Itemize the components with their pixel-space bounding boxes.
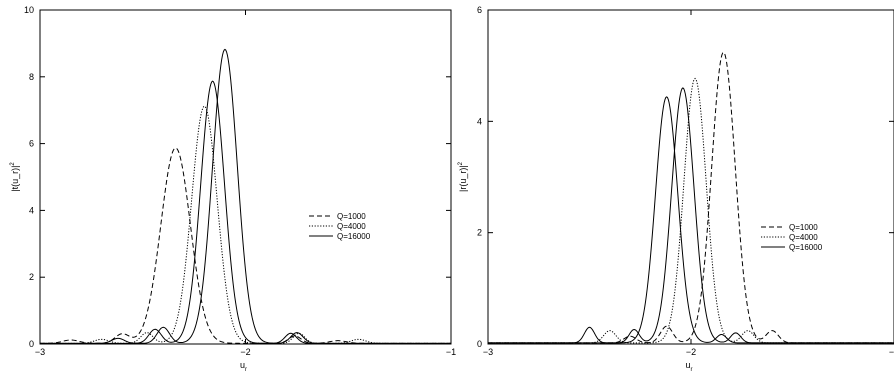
x-axis-label-subscript: r xyxy=(245,367,247,373)
y-tick-label: 10 xyxy=(24,5,34,15)
plot-frame xyxy=(487,9,894,345)
y-axis-label-exponent: 2 xyxy=(458,161,464,165)
x-axis-label: ur xyxy=(240,360,247,373)
series-line-extra-3 xyxy=(40,48,451,344)
y-tick-label: 8 xyxy=(29,72,34,82)
x-axis-label-subscript: r xyxy=(691,367,693,373)
x-tick-label: −2 xyxy=(240,347,250,357)
legend-label: Q=1000 xyxy=(789,223,818,232)
series-line-q-4000 xyxy=(488,77,894,344)
legend-label: Q=4000 xyxy=(789,233,818,242)
y-tick-label: 0 xyxy=(477,339,482,349)
transmission-plot: −3 −2 −1 0 2 4 6 8 10 ur |t(u_r)|2 Q=1000Q=4000Q=16… xyxy=(10,5,456,373)
series-line-q-4000 xyxy=(40,105,451,344)
series-line-q-1000 xyxy=(488,51,894,344)
legend-label: Q=16000 xyxy=(337,232,371,241)
y-tick-label: 6 xyxy=(29,139,34,149)
series-line-q-16000 xyxy=(40,80,451,344)
x-tick-label: −1 xyxy=(446,347,456,357)
x-axis-label: ur xyxy=(685,360,692,373)
series-line-extra-3 xyxy=(488,96,894,344)
y-tick-label: 6 xyxy=(477,5,482,15)
x-tick-label: −1 xyxy=(889,347,894,357)
y-tick-label: 4 xyxy=(29,205,34,215)
y-tick-label: 0 xyxy=(29,339,34,349)
y-axis-label-exponent: 2 xyxy=(10,162,16,166)
legend-label: Q=4000 xyxy=(337,222,366,231)
y-axis-label: |r(u_r)|2 xyxy=(458,161,468,192)
x-tick-label: −3 xyxy=(483,347,493,357)
x-tick-label: −2 xyxy=(686,347,696,357)
legend-label: Q=1000 xyxy=(337,212,366,221)
y-tick-label: 2 xyxy=(477,228,482,238)
series-line-q-1000 xyxy=(40,147,451,344)
y-axis-label: |t(u_r)|2 xyxy=(10,162,20,192)
x-tick-label: −3 xyxy=(35,347,45,357)
series-line-q-16000 xyxy=(488,87,894,344)
y-tick-label: 4 xyxy=(477,116,482,126)
plot-frame xyxy=(39,9,452,345)
y-tick-label: 2 xyxy=(29,272,34,282)
legend-label: Q=16000 xyxy=(789,243,823,252)
